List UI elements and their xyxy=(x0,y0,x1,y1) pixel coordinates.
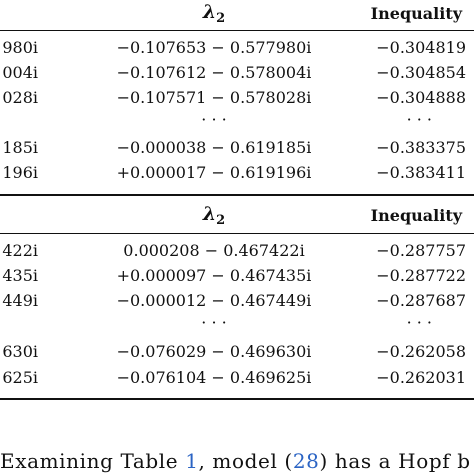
table2-row-inequality: −0.262031 xyxy=(376,368,466,387)
table2-row-inequality: −0.262058 xyxy=(376,342,466,361)
table1-row-inequality: −0.304819 xyxy=(376,38,466,57)
table1-row-lambda2: −0.107612 − 0.578004i xyxy=(116,63,312,82)
table1-row-lambda2: −0.107653 − 0.577980i xyxy=(116,38,312,57)
table1-row-col1: 185i xyxy=(2,138,38,157)
table1-row-lambda2: −0.000038 − 0.619185i xyxy=(116,138,312,157)
table1-row-inequality: −0.383375 xyxy=(376,138,466,157)
table1-row-lambda2: −0.107571 − 0.578028i xyxy=(116,88,312,107)
table2-row-lambda2: −0.076104 − 0.469625i xyxy=(116,368,312,387)
table1-row-inequality: −0.383411 xyxy=(376,163,466,182)
table2-row-inequality: −0.287757 xyxy=(376,241,466,260)
table2-row-lambda2: −0.000012 − 0.467449i xyxy=(116,291,312,310)
table2-row-col1: 625i xyxy=(2,368,38,387)
table2-row-col1: 630i xyxy=(2,342,38,361)
table1-bottom-rule xyxy=(0,194,474,196)
table2-row-col1: 449i xyxy=(2,291,38,310)
body-paragraph: Examining Table 1, model (28) has a Hopf… xyxy=(0,449,471,473)
table2-row-col1: 435i xyxy=(2,266,38,285)
table2-row-lambda2: −0.076029 − 0.469630i xyxy=(116,342,312,361)
table1-header-lambda2: λ2 xyxy=(202,1,226,26)
table1-row-col1: 980i xyxy=(2,38,38,57)
table2-ellipsis-lambda2: · · · xyxy=(201,313,227,332)
table2-row-inequality: −0.287722 xyxy=(376,266,466,285)
table1-row-col1: 196i xyxy=(2,163,38,182)
table2-header-inequality: Inequality xyxy=(370,206,462,225)
table1-row-inequality: −0.304854 xyxy=(376,63,466,82)
table1-header-inequality: Inequality xyxy=(370,4,462,23)
table1-ellipsis-inequality: · · · xyxy=(406,110,432,129)
table2-ellipsis-inequality: · · · xyxy=(406,313,432,332)
table1-row-col1: 004i xyxy=(2,63,38,82)
table2-bottom-rule xyxy=(0,398,474,400)
table2-row-col1: 422i xyxy=(2,241,38,260)
table1-row-col1: 028i xyxy=(2,88,38,107)
table2-row-lambda2: 0.000208 − 0.467422i xyxy=(123,241,305,260)
table2-header-rule xyxy=(0,233,474,234)
table2-row-lambda2: +0.000097 − 0.467435i xyxy=(116,266,312,285)
table-reference-link[interactable]: 1 xyxy=(185,449,199,473)
table1-row-inequality: −0.304888 xyxy=(376,88,466,107)
table2-row-inequality: −0.287687 xyxy=(376,291,466,310)
table1-row-lambda2: +0.000017 − 0.619196i xyxy=(116,163,312,182)
model-reference-link[interactable]: 28 xyxy=(292,449,320,473)
table1-header-rule xyxy=(0,30,474,31)
table2-header-lambda2: λ2 xyxy=(202,203,226,228)
table1-ellipsis-lambda2: · · · xyxy=(201,110,227,129)
